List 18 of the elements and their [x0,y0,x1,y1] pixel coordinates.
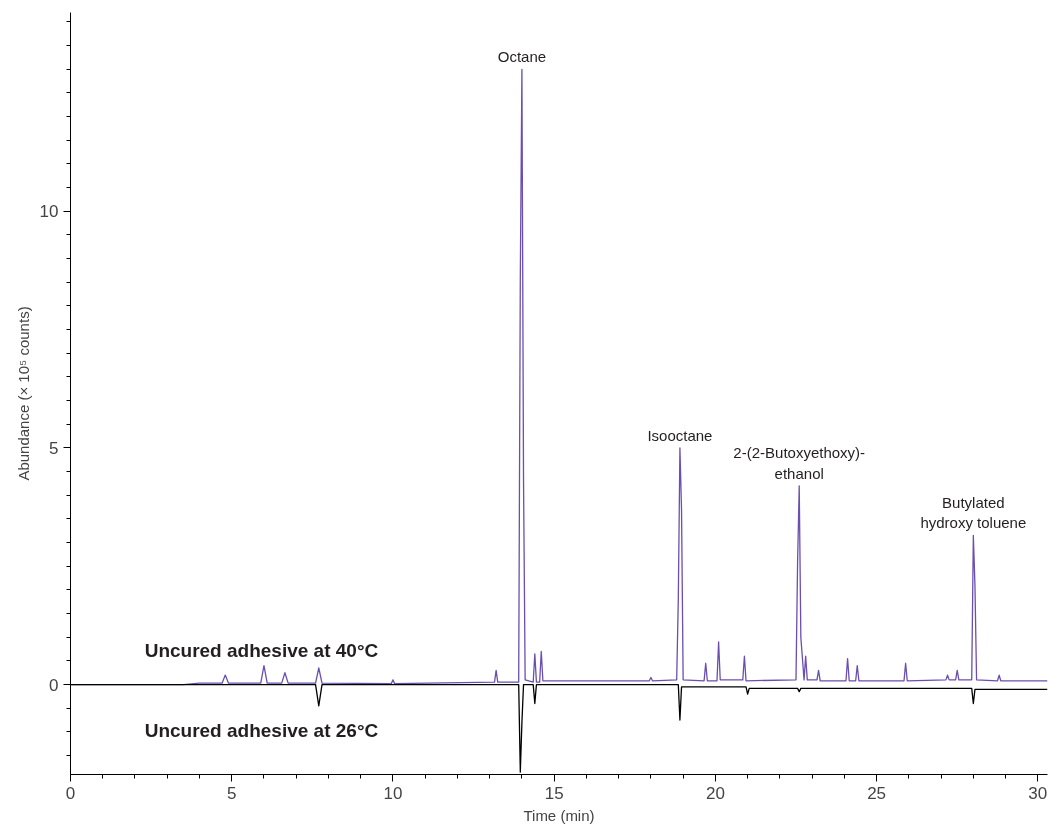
x-axis-title: Time (min) [523,806,595,824]
annotation: Octane [497,48,547,66]
annotation: Isooctane [647,426,713,444]
series-label: Uncured adhesive at 40°C [144,639,379,661]
x-tick-label: 5 [226,783,237,803]
x-tick-label: 15 [544,783,564,803]
x-tick-label: 10 [383,783,403,803]
annotation: Butylated hydroxy toluene [920,494,1027,532]
x-tick-label: 0 [65,783,76,803]
y-axis-title: Abundance (× 10⁵ counts) [14,306,32,481]
x-tick-label: 20 [705,783,725,803]
y-tick-label: 5 [49,438,59,458]
annotation: 2-(2-Butoxyethoxy)- ethanol [733,444,866,482]
x-tick-label: 25 [867,783,887,803]
y-tick-label: 10 [39,202,59,222]
x-tick-label: 30 [1028,783,1048,803]
series-label: Uncured adhesive at 26°C [144,719,379,741]
y-tick-label: 0 [49,675,59,695]
